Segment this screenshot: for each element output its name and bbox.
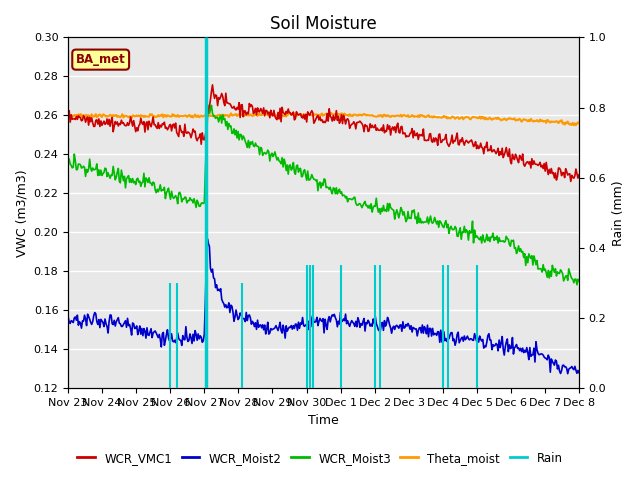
Y-axis label: VWC (m3/m3): VWC (m3/m3) xyxy=(15,169,28,257)
Title: Soil Moisture: Soil Moisture xyxy=(270,15,377,33)
Legend: WCR_VMC1, WCR_Moist2, WCR_Moist3, Theta_moist, Rain: WCR_VMC1, WCR_Moist2, WCR_Moist3, Theta_… xyxy=(72,447,568,469)
Text: BA_met: BA_met xyxy=(76,53,125,66)
X-axis label: Time: Time xyxy=(308,414,339,427)
Y-axis label: Rain (mm): Rain (mm) xyxy=(612,180,625,246)
